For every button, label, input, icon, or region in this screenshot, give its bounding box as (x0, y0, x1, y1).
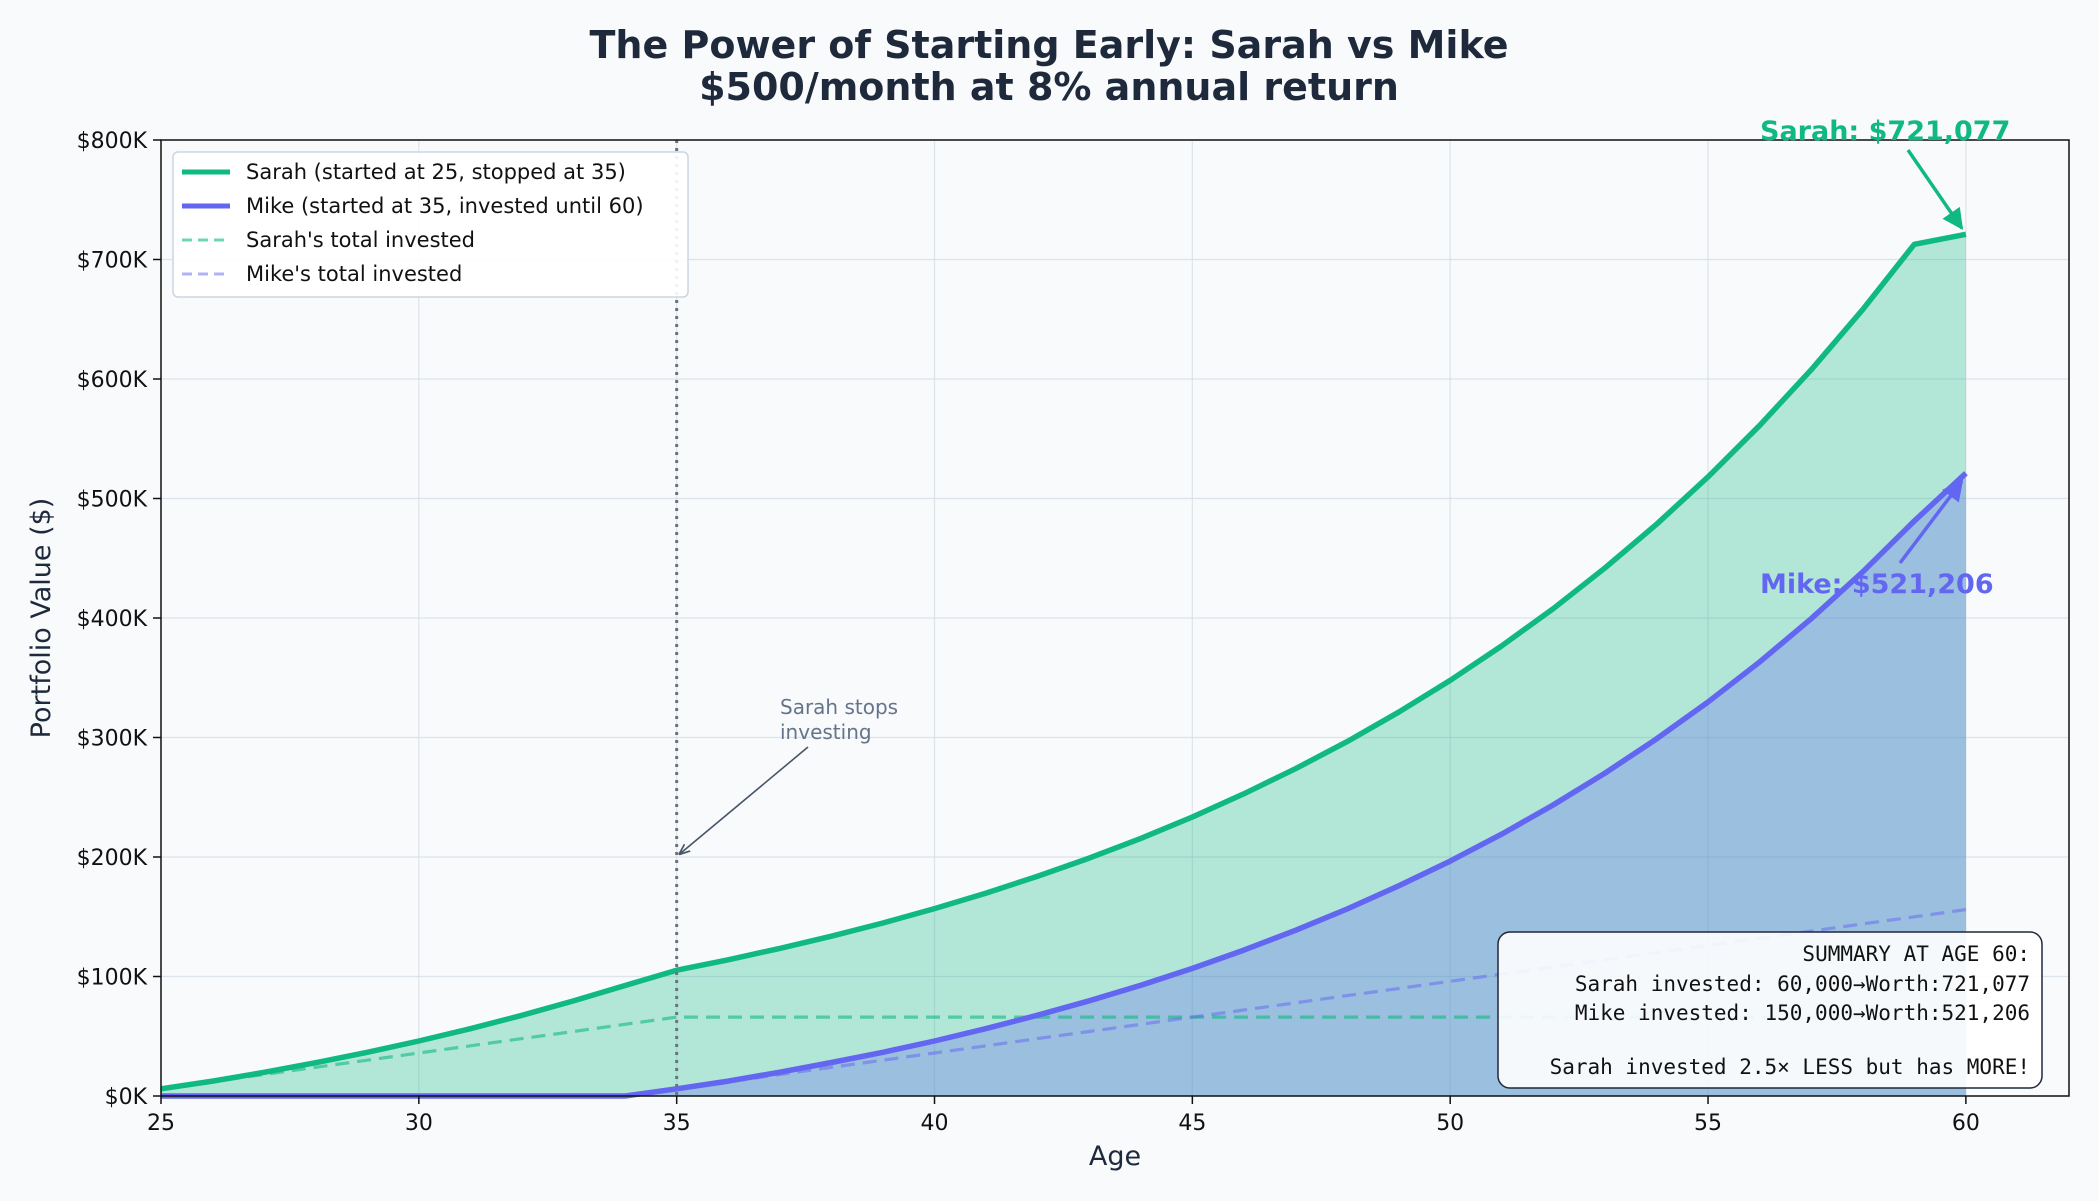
legend-label-mike-invested: Mike's total invested (246, 262, 462, 286)
y-tick-label: $800K (77, 129, 148, 154)
sarah-line (160, 231, 1967, 1092)
y-tick-label: $300K (77, 727, 148, 752)
legend-label-sarah-invested: Sarah's total invested (246, 228, 475, 252)
legend: Sarah (started at 25, stopped at 35) Mik… (172, 151, 689, 298)
stop-note-line2: investing (780, 720, 872, 744)
stop-note-arrow (680, 746, 809, 854)
y-tick-label: $700K (77, 249, 148, 274)
x-tick-label: 55 (1694, 1111, 1722, 1136)
mike-end-label: Mike: $521,206 (1760, 569, 1994, 600)
x-axis-label: Age (1089, 1141, 1141, 1172)
stop-note-line1: Sarah stops (780, 695, 898, 719)
x-tick-label: 60 (1952, 1111, 1980, 1136)
mike-invested-line (161, 908, 1967, 1098)
legend-label-mike: Mike (started at 35, invested until 60) (246, 194, 644, 218)
summary-title: SUMMARY AT AGE 60: (1802, 942, 2030, 966)
chart-subtitle: $500/month at 8% annual return (699, 65, 1399, 109)
legend-label-sarah: Sarah (started at 25, stopped at 35) (246, 160, 626, 184)
y-tick-label: $0K (105, 1085, 148, 1110)
y-axis-ticks: $0K $100K $200K $300K $400K $500K $600K $700K $8… (77, 129, 161, 1110)
x-tick-label: 30 (405, 1111, 433, 1136)
sarah-area (161, 234, 1966, 1097)
chart-title: The Power of Starting Early: Sarah vs Mi… (590, 23, 1509, 67)
sarah-end-label: Sarah: $721,077 (1760, 116, 2010, 147)
y-tick-label: $600K (77, 368, 148, 393)
x-tick-label: 40 (921, 1111, 949, 1136)
x-tick-label: 25 (147, 1111, 175, 1136)
x-tick-label: 35 (663, 1111, 691, 1136)
x-tick-label: 45 (1178, 1111, 1206, 1136)
summary-conclusion: Sarah invested 2.5× LESS but has MORE! (1550, 1055, 2030, 1079)
sarah-end-arrow (1906, 149, 1964, 231)
y-tick-label: $500K (77, 488, 148, 513)
y-tick-label: $200K (77, 846, 148, 871)
y-tick-label: $400K (77, 607, 148, 632)
y-axis-label: Portfolio Value ($) (26, 498, 57, 739)
summary-box: SUMMARY AT AGE 60: Sarah invested: 60,00… (1497, 931, 2043, 1089)
summary-mike: Mike invested: 150,000→Worth:521,206 (1575, 1001, 2030, 1025)
mike-end-arrow (1898, 479, 1964, 565)
x-tick-label: 50 (1436, 1111, 1464, 1136)
x-axis-ticks: 25 30 35 40 45 50 55 60 (147, 1096, 1980, 1136)
y-tick-label: $100K (77, 966, 148, 991)
summary-sarah: Sarah invested: 60,000→Worth:721,077 (1575, 972, 2030, 996)
